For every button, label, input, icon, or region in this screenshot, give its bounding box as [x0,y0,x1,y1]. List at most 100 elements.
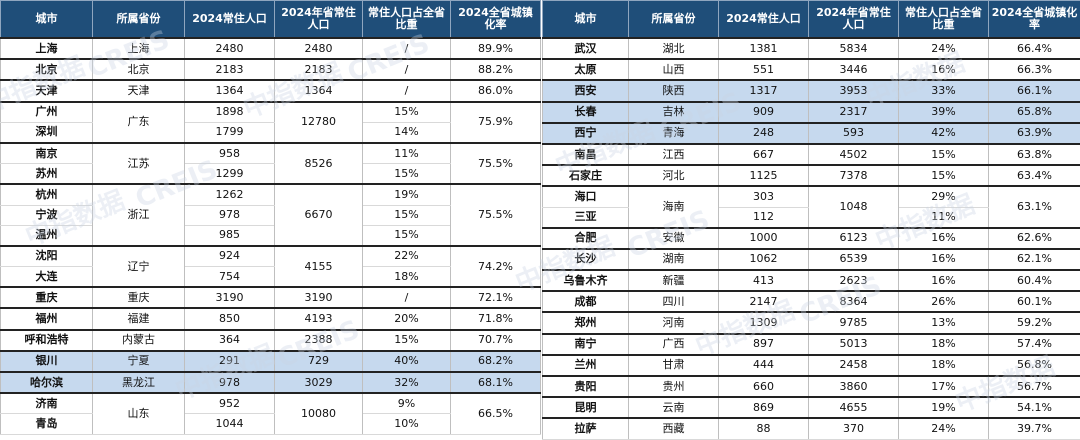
province-cell: 江苏 [93,143,185,184]
right-header-row: 城市 所属省份 2024常住人口 2024年省常住人口 常住人口占全省比重 20… [543,1,1080,39]
urbanization-cell: 57.4% [989,334,1080,355]
population-cell: 909 [719,102,809,123]
urbanization-cell: 63.4% [989,165,1080,186]
province-cell: 湖北 [629,38,719,59]
city-cell: 西安 [543,80,629,101]
population-cell: 1799 [185,122,275,143]
city-cell: 长沙 [543,249,629,270]
province-population-cell: 593 [809,123,899,144]
share-cell: 24% [899,418,989,439]
province-cell: 重庆 [93,287,185,308]
city-cell: 拉萨 [543,418,629,439]
city-cell: 南昌 [543,144,629,165]
province-cell: 云南 [629,397,719,418]
city-cell: 呼和浩特 [1,330,93,351]
province-cell: 新疆 [629,270,719,291]
share-cell: 9% [363,393,451,414]
share-cell: 15% [899,165,989,186]
province-population-cell: 7378 [809,165,899,186]
province-population-cell: 4193 [275,308,363,329]
province-cell: 浙江 [93,184,185,246]
population-cell: 1044 [185,414,275,434]
share-cell: / [363,80,451,101]
province-population-cell: 8364 [809,291,899,312]
city-cell: 太原 [543,59,629,80]
population-cell: 985 [185,225,275,246]
share-cell: 16% [899,249,989,270]
province-cell: 贵州 [629,376,719,397]
share-cell: 16% [899,59,989,80]
province-population-cell: 370 [809,418,899,439]
population-cell: 1309 [719,312,809,333]
urbanization-cell: 74.2% [451,246,541,287]
city-cell: 沈阳 [1,246,93,267]
city-cell: 苏州 [1,164,93,185]
header-province: 所属省份 [93,1,185,39]
city-cell: 成都 [543,291,629,312]
population-cell: 869 [719,397,809,418]
province-cell: 河南 [629,312,719,333]
population-cell: 112 [719,207,809,228]
share-cell: 17% [899,376,989,397]
province-population-cell: 3446 [809,59,899,80]
population-cell: 2183 [185,59,275,80]
left-header-row: 城市 所属省份 2024常住人口 2024年省常住人口 常住人口占全省比重 20… [1,1,541,39]
province-population-cell: 12780 [275,102,363,143]
population-cell: 364 [185,330,275,351]
urbanization-cell: 54.1% [989,397,1080,418]
population-cell: 303 [719,186,809,207]
city-cell: 银川 [1,351,93,372]
share-cell: 15% [363,102,451,123]
header-share: 常住人口占全省比重 [899,1,989,39]
header-urbanization: 2024全省城镇化率 [451,1,541,39]
city-cell: 西宁 [543,123,629,144]
city-cell: 福州 [1,308,93,329]
urbanization-cell: 71.8% [451,308,541,329]
province-cell: 广东 [93,102,185,143]
header-share: 常住人口占全省比重 [363,1,451,39]
province-population-cell: 3953 [809,80,899,101]
share-cell: / [363,59,451,80]
province-population-cell: 4155 [275,246,363,287]
province-cell: 上海 [93,38,185,59]
city-cell: 温州 [1,225,93,246]
province-population-cell: 5013 [809,334,899,355]
province-population-cell: 3029 [275,372,363,393]
province-population-cell: 3860 [809,376,899,397]
urbanization-cell: 68.2% [451,351,541,372]
share-cell: 15% [363,164,451,185]
province-cell: 甘肃 [629,355,719,376]
province-population-cell: 729 [275,351,363,372]
population-cell: 978 [185,205,275,225]
population-cell: 667 [719,144,809,165]
urbanization-cell: 39.7% [989,418,1080,439]
population-cell: 660 [719,376,809,397]
header-urbanization: 2024全省城镇化率 [989,1,1080,39]
city-cell: 合肥 [543,228,629,249]
urbanization-cell: 60.4% [989,270,1080,291]
province-cell: 吉林 [629,102,719,123]
province-cell: 江西 [629,144,719,165]
province-cell: 陕西 [629,80,719,101]
province-cell: 湖南 [629,249,719,270]
share-cell: 29% [899,186,989,207]
population-cell: 1381 [719,38,809,59]
urbanization-cell: 62.6% [989,228,1080,249]
population-cell: 978 [185,372,275,393]
city-cell: 广州 [1,102,93,123]
share-cell: 18% [363,267,451,288]
province-cell: 黑龙江 [93,372,185,393]
province-population-cell: 1364 [275,80,363,101]
population-cell: 2480 [185,38,275,59]
